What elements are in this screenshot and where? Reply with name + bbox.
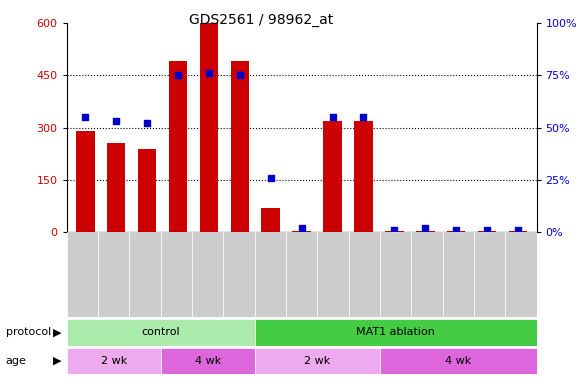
Bar <box>323 121 342 232</box>
Bar <box>98 232 129 317</box>
Bar <box>349 232 380 317</box>
Text: 2 wk: 2 wk <box>304 356 331 366</box>
Point <box>81 114 90 120</box>
Point <box>266 175 276 181</box>
Point <box>204 70 213 76</box>
Point <box>235 72 244 78</box>
Bar <box>129 232 161 317</box>
Text: GDS2561 / 98962_at: GDS2561 / 98962_at <box>189 13 333 27</box>
Bar <box>380 232 411 317</box>
Bar <box>200 23 218 232</box>
Bar <box>474 232 505 317</box>
Point <box>359 114 368 120</box>
Bar <box>67 319 255 346</box>
Bar <box>161 348 255 374</box>
Bar <box>447 230 465 232</box>
Bar <box>380 348 536 374</box>
Bar <box>255 348 380 374</box>
Bar <box>161 232 192 317</box>
Text: 4 wk: 4 wk <box>445 356 472 366</box>
Text: age: age <box>6 356 27 366</box>
Bar <box>443 232 474 317</box>
Point <box>111 118 121 124</box>
Bar <box>255 232 286 317</box>
Bar <box>509 230 527 232</box>
Point <box>173 72 183 78</box>
Bar <box>385 230 404 232</box>
Point <box>328 114 337 120</box>
Text: ▶: ▶ <box>53 356 61 366</box>
Bar <box>292 230 311 232</box>
Bar <box>262 208 280 232</box>
Point <box>143 121 152 127</box>
Bar <box>107 143 125 232</box>
Bar <box>76 131 95 232</box>
Bar <box>505 232 536 317</box>
Bar <box>286 232 317 317</box>
Point <box>297 225 306 231</box>
Bar <box>478 230 496 232</box>
Bar <box>255 319 536 346</box>
Bar <box>354 121 373 232</box>
Text: protocol: protocol <box>6 327 51 337</box>
Bar <box>169 61 187 232</box>
Bar <box>223 232 255 317</box>
Text: 4 wk: 4 wk <box>194 356 221 366</box>
Bar <box>411 232 443 317</box>
Bar <box>138 149 157 232</box>
Text: MAT1 ablation: MAT1 ablation <box>356 327 435 337</box>
Text: control: control <box>142 327 180 337</box>
Point <box>483 227 492 233</box>
Bar <box>67 232 98 317</box>
Point <box>513 227 523 233</box>
Bar <box>67 348 161 374</box>
Bar <box>230 61 249 232</box>
Bar <box>317 232 349 317</box>
Point <box>420 225 430 231</box>
Text: 2 wk: 2 wk <box>100 356 127 366</box>
Text: ▶: ▶ <box>53 327 61 337</box>
Bar <box>192 232 223 317</box>
Bar <box>416 230 434 232</box>
Point <box>390 227 399 233</box>
Point <box>451 227 461 233</box>
